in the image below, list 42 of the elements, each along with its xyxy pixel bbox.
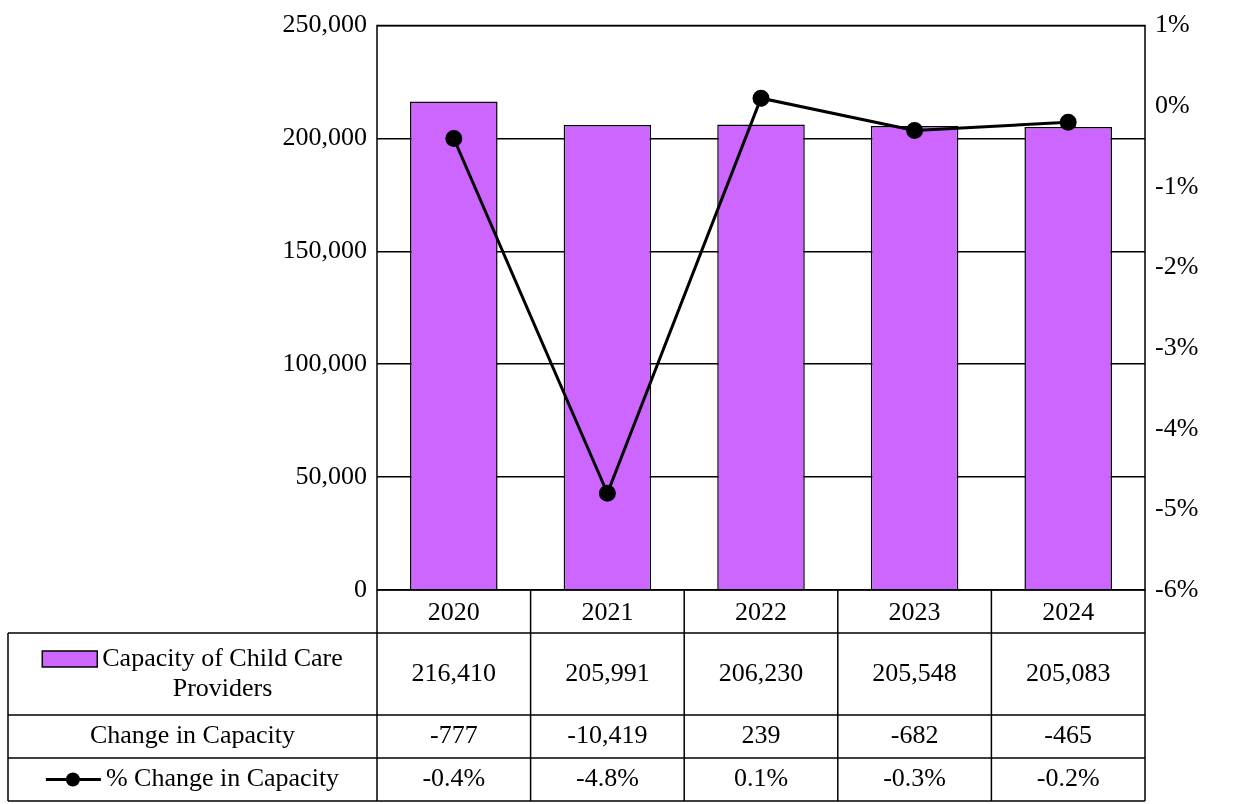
- text: 239: [741, 720, 781, 750]
- text: -10,419: [567, 720, 648, 750]
- y-tick-label: 50,000: [295, 460, 367, 490]
- y-tick-label: 100,000: [282, 348, 367, 378]
- text: -777: [429, 720, 478, 750]
- x-tick-label: 2023: [888, 597, 941, 627]
- x-tick-label: 2021: [581, 597, 634, 627]
- text: Change in Capacity: [89, 720, 296, 750]
- y-tick-label: 150,000: [282, 235, 367, 265]
- legend-label: Capacity of Child Care Providers: [102, 642, 343, 702]
- point: [1059, 113, 1077, 131]
- y2-tick-label: -6%: [1155, 573, 1199, 603]
- y2-tick-label: -2%: [1155, 251, 1199, 281]
- text: -682: [890, 720, 939, 750]
- point: [906, 121, 924, 139]
- y2-tick-label: -5%: [1155, 493, 1199, 523]
- data-label: 0.1%: [733, 763, 789, 793]
- data-label: -4.8%: [575, 763, 639, 793]
- y2-tick-label: -3%: [1155, 331, 1199, 361]
- data-label: -0.3%: [883, 763, 947, 793]
- y2-tick-label: 1%: [1155, 9, 1190, 39]
- point: [445, 129, 463, 147]
- data-label: 205,083: [1025, 657, 1111, 687]
- y2-tick-label: 0%: [1155, 90, 1190, 120]
- y-tick-label: 0: [354, 573, 367, 603]
- y2-tick-label: -1%: [1155, 170, 1199, 200]
- legend-label: % Change in Capacity: [105, 763, 340, 793]
- y-tick-label: 200,000: [282, 122, 367, 152]
- point: [752, 89, 770, 107]
- x-tick-label: 2024: [1042, 597, 1095, 627]
- data-label: -0.4%: [422, 763, 486, 793]
- data-label: -0.2%: [1036, 763, 1100, 793]
- point: [598, 484, 616, 502]
- text: -465: [1044, 720, 1093, 750]
- data-label: 216,410: [411, 657, 497, 687]
- data-label: 205,991: [565, 657, 650, 687]
- data-label: 205,548: [872, 657, 957, 687]
- x-tick-label: 2020: [427, 597, 480, 627]
- y2-tick-label: -4%: [1155, 412, 1199, 442]
- data-label: 206,230: [718, 657, 804, 687]
- x-tick-label: 2022: [735, 597, 787, 627]
- y-tick-label: 250,000: [282, 9, 367, 39]
